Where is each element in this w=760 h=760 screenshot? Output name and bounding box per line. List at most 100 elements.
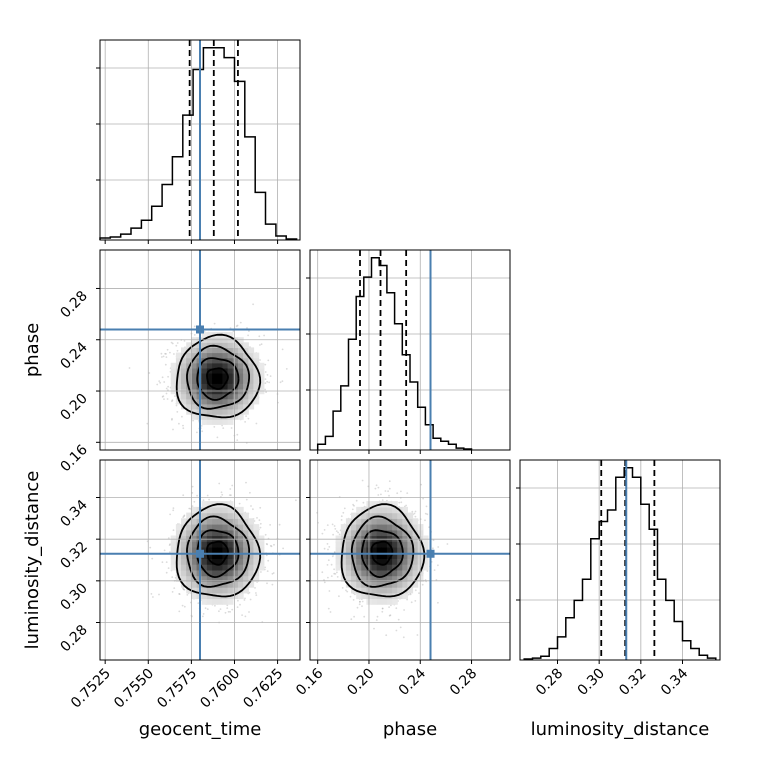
density-cell [175,383,182,389]
density-cell [232,512,239,519]
sample-point [421,583,424,586]
density-cell [248,524,255,531]
density-cell [371,598,378,605]
sample-point [220,491,223,494]
density-cell [222,378,229,384]
sample-point [171,417,173,420]
sample-point [265,391,267,393]
density-cell [212,367,218,374]
sample-point [226,604,229,607]
sample-point [224,611,227,614]
density-cell [217,569,223,577]
density-cell [248,535,255,542]
density-cell [422,541,429,548]
sample-point [189,507,192,510]
sample-point [196,494,199,497]
density-cell [227,558,234,565]
density-cell [402,506,408,514]
density-cell [222,419,229,425]
density-cell [386,506,393,514]
density-cell [376,541,383,548]
density-cell [227,357,234,364]
sample-point [285,368,288,370]
density-cell [381,506,388,514]
sample-point [166,398,169,400]
density-cell [397,547,403,554]
density-cell [181,378,187,384]
sample-point [200,425,203,427]
sample-point [359,600,361,603]
density-cell [212,535,218,542]
sample-point [182,424,184,427]
sample-point [202,615,204,618]
sample-point [361,600,364,603]
sample-point [149,546,152,549]
sample-point [245,415,248,417]
density-cell [253,383,260,389]
panel-frame-phase-vs-geocent_time [99,249,301,451]
sample-point [183,588,186,591]
sample-point [338,595,340,598]
contour-line [175,333,262,419]
density-cell [345,518,352,525]
sample-point [387,490,389,493]
sample-point [250,505,252,507]
x-tick-label: 0.30 [575,666,608,699]
sample-point [176,349,179,352]
sample-point [282,547,284,550]
panel-frame-phase [309,249,511,451]
density-cell [222,587,229,594]
sample-point [281,348,284,351]
sample-point [148,372,151,374]
sample-point [193,334,196,336]
sample-point [381,610,384,613]
sample-point [336,571,338,574]
density-cell [212,581,218,588]
sample-point [258,519,261,522]
density-cell [412,558,419,565]
density-cell [237,378,244,384]
density-cell [206,393,213,400]
density-cell [371,518,378,525]
density-cell [232,378,239,384]
sample-point [213,322,216,325]
density-cell [237,352,244,359]
grid-panel-2-2 [520,460,720,660]
density-cell [191,564,198,571]
sample-point [332,533,334,536]
density-cell [243,373,249,379]
sample-point [432,539,435,542]
sample-point [356,606,359,609]
density-cell [392,529,398,537]
density-cell [243,398,249,405]
sample-point [327,559,330,562]
density-cell [392,552,398,559]
density-cell [340,547,347,554]
density-cell [217,547,223,554]
density-cell [227,587,234,594]
density-cell [392,575,398,582]
sample-point [229,488,232,490]
sample-point [150,593,153,595]
sample-point [374,487,377,490]
density-cell [243,552,249,559]
density-cell [407,587,414,594]
density-cell [356,535,362,542]
density-cell [191,581,198,588]
sample-point [264,533,267,536]
density-cell [407,552,414,559]
sample-point [197,602,200,604]
sample-point [213,426,216,428]
density-cell [201,409,208,415]
density-cell [227,512,234,519]
density-cell [243,383,249,389]
density-cell [397,552,403,559]
density-cell [201,558,208,565]
density-cell [186,552,192,559]
density-cell [222,564,229,571]
density-cell [422,558,429,565]
density-cell [227,529,234,537]
sample-point [390,604,392,607]
sample-point [169,513,172,516]
sample-point [235,325,238,328]
